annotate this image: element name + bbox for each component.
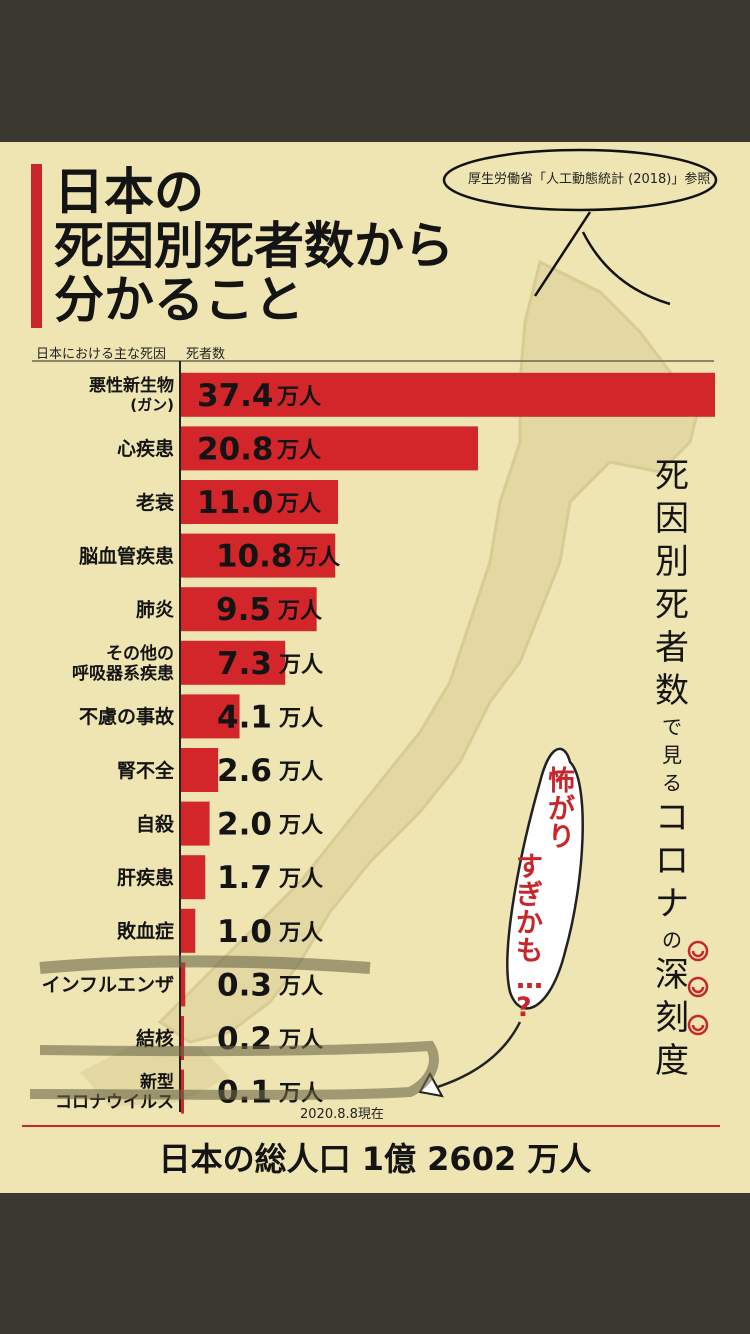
unit-label: 万人 bbox=[278, 974, 323, 999]
unit-label: 万人 bbox=[276, 385, 321, 410]
title-accent-bar bbox=[31, 164, 42, 328]
unit-label: 万人 bbox=[278, 653, 323, 678]
vertical-subtitle-char: の bbox=[662, 928, 682, 952]
category-label: 老衰 bbox=[136, 491, 175, 514]
category-label: 呼吸器系疾患 bbox=[72, 663, 174, 684]
handdrawn-speech-outline bbox=[442, 148, 718, 306]
category-label: 結核 bbox=[136, 1027, 174, 1050]
vertical-subtitle-char: で bbox=[662, 715, 682, 739]
unit-label: 万人 bbox=[276, 492, 321, 517]
category-label: 肺炎 bbox=[136, 599, 174, 621]
category-label: 腎不全 bbox=[117, 759, 175, 782]
bar bbox=[181, 962, 186, 1007]
vertical-subtitle-char: コ bbox=[655, 798, 689, 838]
value-label: 7.3 bbox=[217, 646, 272, 682]
unit-label: 万人 bbox=[278, 760, 323, 785]
vertical-subtitle-char: 度 bbox=[655, 1041, 689, 1081]
infographic-poster: 日本の 死因別死者数から 分かること 厚生労働省「人工動態統計 (2018)」参… bbox=[0, 142, 750, 1193]
bar bbox=[181, 372, 715, 417]
unit-label: 万人 bbox=[278, 814, 323, 839]
category-label: その他の bbox=[106, 643, 174, 664]
value-label: 10.8 bbox=[216, 539, 293, 575]
annotation-bubble bbox=[506, 747, 584, 1010]
date-note: 2020.8.8現在 bbox=[300, 1107, 384, 1122]
annotation-text-2: すぎかも…? bbox=[516, 852, 543, 1023]
bar bbox=[181, 1016, 184, 1060]
map-silhouette bbox=[157, 259, 702, 1044]
value-label: 11.0 bbox=[197, 485, 274, 521]
source-note: 厚生労働省「人工動態統計 (2018)」参照 bbox=[468, 172, 711, 187]
bar bbox=[181, 640, 286, 685]
spiral-decorations bbox=[687, 940, 709, 1036]
vertical-subtitle-char: 者 bbox=[655, 628, 689, 668]
category-label: 不慮の事故 bbox=[79, 705, 175, 728]
bar bbox=[181, 748, 219, 792]
category-label: 脳血管疾患 bbox=[78, 544, 174, 567]
value-label: 1.7 bbox=[217, 860, 272, 896]
value-label: 37.4 bbox=[197, 378, 274, 414]
value-label: 2.6 bbox=[217, 753, 272, 789]
annotation-text-1: 怖がり bbox=[548, 766, 575, 853]
bar bbox=[181, 694, 240, 739]
handdrawn-annotation bbox=[30, 747, 584, 1100]
vertical-subtitle: 死因別死者数で見るコロナの深刻度 bbox=[642, 455, 702, 1083]
category-label: 自殺 bbox=[136, 812, 175, 835]
bar bbox=[181, 587, 317, 632]
bar bbox=[181, 426, 478, 471]
bar bbox=[181, 480, 339, 524]
value-label: 1.0 bbox=[217, 914, 272, 950]
bar bbox=[181, 801, 210, 846]
unit-label: 万人 bbox=[295, 546, 340, 571]
title-line-2: 死因別死者数から bbox=[54, 217, 454, 275]
category-label: 悪性新生物 bbox=[89, 375, 174, 396]
cause-column-header: 日本における主な死因 bbox=[36, 347, 167, 362]
vertical-subtitle-char: 死 bbox=[655, 456, 689, 496]
vertical-subtitle-char: 死 bbox=[655, 585, 689, 625]
vertical-subtitle-char: 別 bbox=[655, 542, 689, 582]
unit-label: 万人 bbox=[276, 438, 321, 463]
bar bbox=[181, 533, 336, 578]
total-population: 日本の総人口 1億 2602 万人 bbox=[158, 1140, 592, 1178]
title-line-3: 分かること bbox=[54, 271, 304, 329]
vertical-subtitle-char: る bbox=[662, 771, 682, 795]
value-label: 2.0 bbox=[217, 807, 272, 843]
vertical-subtitle-char: 因 bbox=[655, 499, 689, 539]
category-label: インフルエンザ bbox=[42, 974, 174, 996]
category-label: 肝疾患 bbox=[117, 866, 174, 889]
vertical-subtitle-char: 数 bbox=[655, 671, 689, 711]
category-label: 新型 bbox=[140, 1072, 174, 1093]
unit-label: 万人 bbox=[278, 867, 323, 892]
vertical-subtitle-char: ナ bbox=[655, 884, 689, 924]
vertical-subtitle-char: 刻 bbox=[655, 998, 689, 1038]
value-label: 9.5 bbox=[216, 592, 271, 628]
vertical-subtitle-char: 深 bbox=[655, 955, 689, 995]
unit-label: 万人 bbox=[278, 921, 323, 946]
unit-label: 万人 bbox=[277, 599, 322, 624]
value-label: 20.8 bbox=[197, 431, 274, 467]
title-line-1: 日本の bbox=[54, 163, 204, 221]
bar bbox=[181, 855, 206, 900]
category-label: 敗血症 bbox=[117, 920, 174, 943]
deaths-column-header: 死者数 bbox=[186, 347, 226, 362]
category-label: (ガン) bbox=[130, 396, 174, 414]
value-label: 0.3 bbox=[217, 967, 272, 1003]
bottom-divider bbox=[22, 1125, 720, 1127]
unit-label: 万人 bbox=[278, 706, 323, 731]
vertical-subtitle-char: 見 bbox=[662, 743, 682, 767]
vertical-subtitle-char: ロ bbox=[655, 841, 689, 881]
category-label: 心疾患 bbox=[117, 437, 174, 460]
bar bbox=[181, 908, 196, 953]
value-label: 4.1 bbox=[217, 699, 272, 735]
